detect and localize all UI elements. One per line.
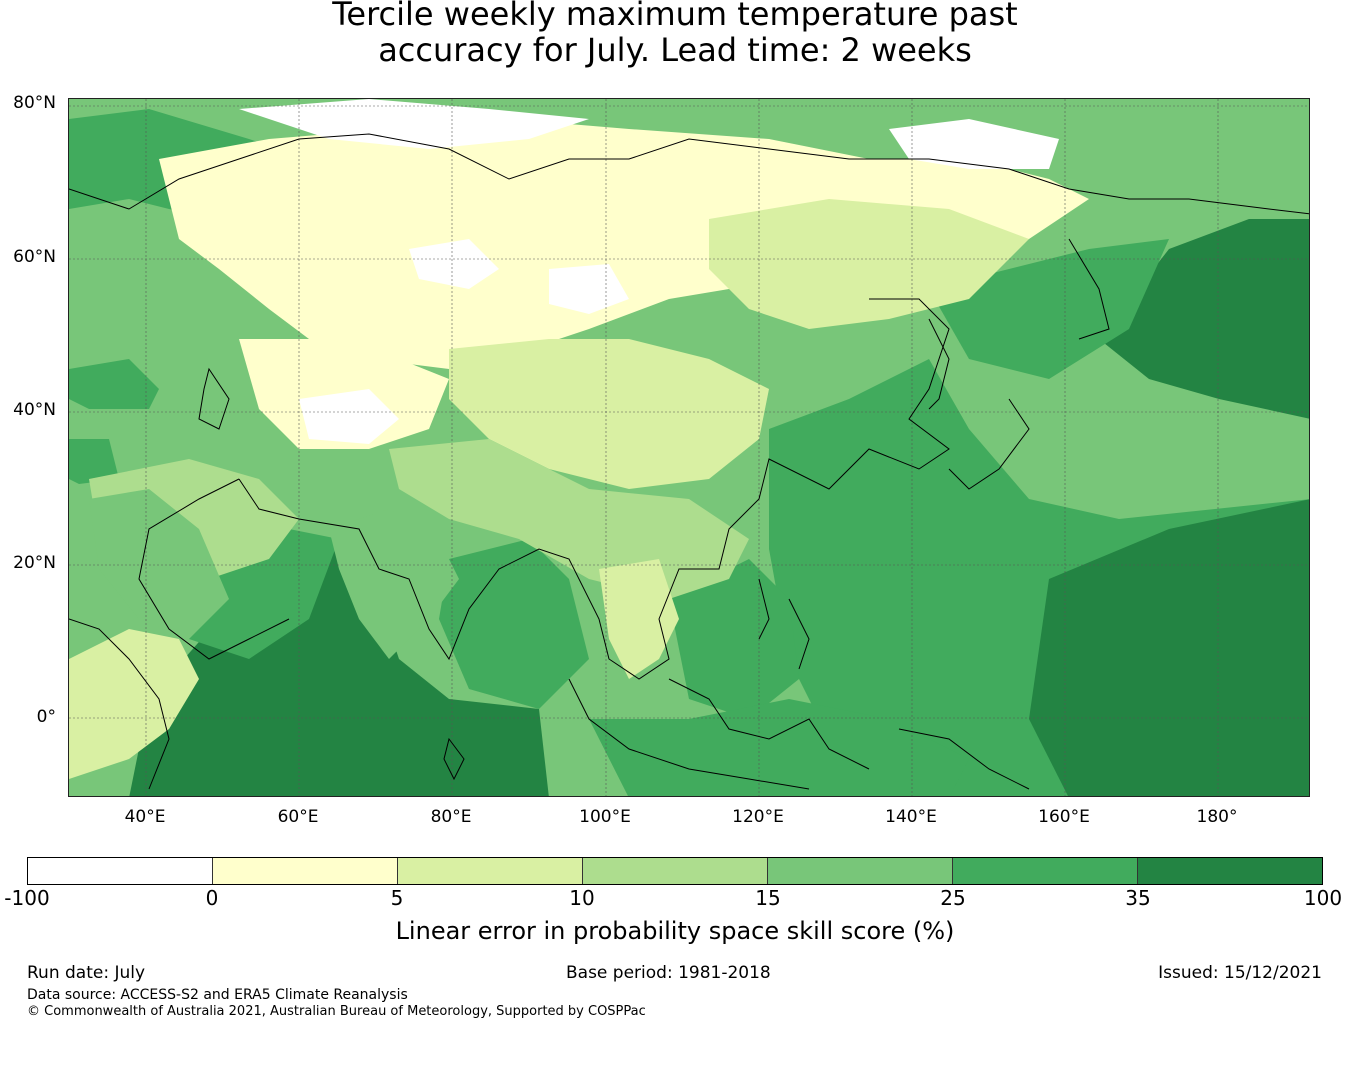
region-maritime-continent bbox=[589, 699, 969, 796]
region-no-skill-west-siberia bbox=[409, 239, 499, 289]
region-black-sea-caspian bbox=[69, 359, 159, 409]
region-no-skill-tarim bbox=[299, 389, 399, 444]
lon-label-140e: 140°E bbox=[885, 807, 937, 827]
lat-label-80n: 80°N bbox=[13, 93, 56, 113]
region-bay-of-bengal bbox=[439, 539, 589, 709]
lon-label-100e: 100°E bbox=[579, 807, 631, 827]
lat-label-20n: 20°N bbox=[13, 553, 56, 573]
lon-label-40e: 40°E bbox=[124, 807, 166, 827]
region-north-pacific bbox=[1099, 219, 1309, 419]
map-title-line1: Tercile weekly maximum temperature past bbox=[332, 0, 1018, 33]
colorbar-tick: 100 bbox=[1303, 886, 1343, 910]
issued-date: Issued: 15/12/2021 bbox=[1158, 963, 1322, 983]
colorbar-segment bbox=[1138, 858, 1322, 884]
colorbar-segment bbox=[768, 858, 953, 884]
colorbar-tick: 0 bbox=[205, 886, 219, 910]
data-source: Data source: ACCESS-S2 and ERA5 Climate … bbox=[27, 987, 408, 1003]
colorbar-tick: 5 bbox=[390, 886, 404, 910]
colorbar-tick: 15 bbox=[755, 886, 781, 910]
lon-label-80e: 80°E bbox=[430, 807, 472, 827]
colorbar-tick: 35 bbox=[1125, 886, 1151, 910]
colorbar-tick: -100 bbox=[4, 886, 50, 910]
colorbar bbox=[27, 857, 1323, 885]
run-date: Run date: July bbox=[27, 963, 146, 983]
skill-score-map bbox=[68, 98, 1310, 797]
colorbar-tick: 10 bbox=[569, 886, 595, 910]
colorbar-segment bbox=[213, 858, 398, 884]
base-period: Base period: 1981-2018 bbox=[566, 963, 771, 983]
region-central-pacific bbox=[1029, 499, 1309, 796]
map-title-line2: accuracy for July. Lead time: 2 weeks bbox=[378, 31, 972, 69]
lon-label-120e: 120°E bbox=[732, 807, 784, 827]
map-canvas bbox=[69, 99, 1309, 796]
lat-label-0: 0° bbox=[36, 707, 56, 727]
lon-label-180: 180° bbox=[1196, 807, 1238, 827]
map-coastlines bbox=[69, 133, 1309, 790]
colorbar-segment bbox=[583, 858, 768, 884]
colorbar-tick: 25 bbox=[940, 886, 966, 910]
colorbar-segment bbox=[398, 858, 583, 884]
region-no-skill-central-siberia bbox=[549, 264, 629, 314]
map-title: Tercile weekly maximum temperature past … bbox=[0, 0, 1350, 68]
region-south-china-sea bbox=[669, 559, 799, 719]
colorbar-segment bbox=[953, 858, 1138, 884]
lat-label-60n: 60°N bbox=[13, 247, 56, 267]
region-east-siberia bbox=[709, 199, 1029, 329]
region-arabia bbox=[89, 489, 229, 639]
copyright: © Commonwealth of Australia 2021, Austra… bbox=[27, 1004, 646, 1019]
map-graticule bbox=[69, 99, 1309, 796]
lon-label-60e: 60°E bbox=[277, 807, 319, 827]
colorbar-segment bbox=[28, 858, 213, 884]
region-indochina bbox=[599, 559, 679, 679]
region-mediterranean-east bbox=[69, 439, 119, 484]
region-indian-ocean bbox=[129, 539, 549, 796]
colorbar-label: Linear error in probability space skill … bbox=[395, 917, 955, 945]
lat-label-40n: 40°N bbox=[13, 400, 56, 420]
region-mongolia-china bbox=[449, 339, 769, 489]
region-no-skill-arctic-east bbox=[889, 119, 1059, 169]
region-no-skill-arctic-west bbox=[239, 99, 589, 149]
region-siberia-low-skill bbox=[159, 119, 1089, 369]
region-east-africa bbox=[69, 629, 199, 779]
lon-label-160e: 160°E bbox=[1038, 807, 1090, 827]
